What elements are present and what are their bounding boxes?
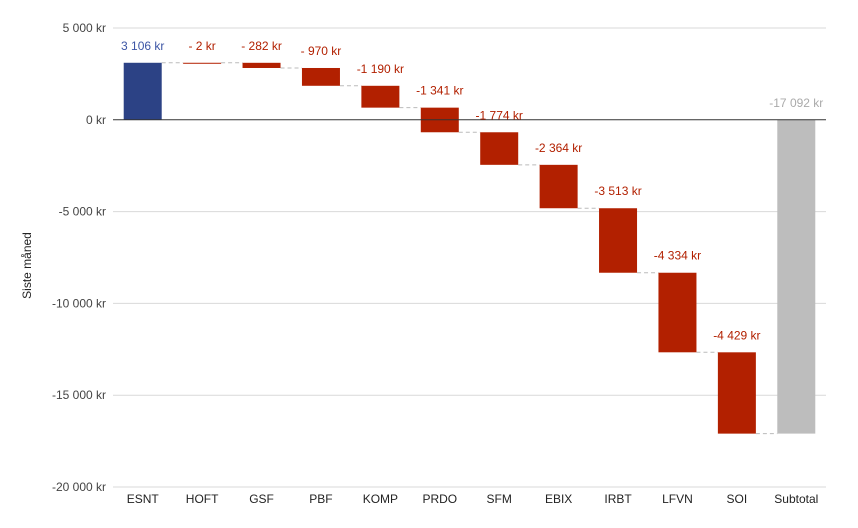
- x-tick-label: HOFT: [186, 492, 219, 506]
- x-tick-label: GSF: [249, 492, 274, 506]
- bar-lfvn: [658, 272, 697, 353]
- bar-hoft: [183, 62, 222, 64]
- x-tick-label: SFM: [487, 492, 512, 506]
- x-tick-label: IRBT: [604, 492, 632, 506]
- bar-esnt: [123, 62, 162, 120]
- y-tick-label: -15 000 kr: [52, 388, 106, 402]
- data-label: - 2 kr: [188, 39, 215, 53]
- bar-pbf: [301, 67, 340, 86]
- data-label: 3 106 kr: [121, 39, 164, 53]
- y-tick-label: -20 000 kr: [52, 480, 106, 494]
- bar-subtotal: [777, 119, 816, 434]
- y-tick-label: -10 000 kr: [52, 296, 106, 310]
- bar-gsf: [242, 62, 281, 68]
- data-label: - 970 kr: [301, 44, 342, 58]
- data-label: -4 334 kr: [654, 249, 701, 263]
- y-tick-label: -5 000 kr: [59, 205, 106, 219]
- x-tick-label: ESNT: [127, 492, 160, 506]
- bar-sfm: [480, 132, 519, 165]
- y-tick-label: 5 000 kr: [63, 21, 106, 35]
- data-label: -17 092 kr: [769, 96, 823, 110]
- y-axis-label: Siste måned: [20, 232, 34, 299]
- x-tick-label: Subtotal: [774, 492, 818, 506]
- bar-komp: [361, 85, 400, 108]
- data-label: -3 513 kr: [594, 184, 641, 198]
- data-label: -1 341 kr: [416, 84, 463, 98]
- x-tick-label: PBF: [309, 492, 332, 506]
- x-tick-label: LFVN: [662, 492, 693, 506]
- bar-soi: [717, 352, 756, 434]
- y-tick-label: 0 kr: [86, 113, 106, 127]
- data-label: -1 190 kr: [357, 62, 404, 76]
- data-label: - 282 kr: [241, 39, 282, 53]
- bar-irbt: [599, 208, 638, 273]
- x-tick-label: KOMP: [363, 492, 398, 506]
- data-label: -4 429 kr: [713, 328, 760, 342]
- data-label: -2 364 kr: [535, 141, 582, 155]
- bar-ebix: [539, 164, 578, 209]
- x-tick-label: SOI: [727, 492, 748, 506]
- data-label: -1 774 kr: [476, 108, 523, 122]
- x-tick-label: EBIX: [545, 492, 572, 506]
- x-tick-label: PRDO: [422, 492, 457, 506]
